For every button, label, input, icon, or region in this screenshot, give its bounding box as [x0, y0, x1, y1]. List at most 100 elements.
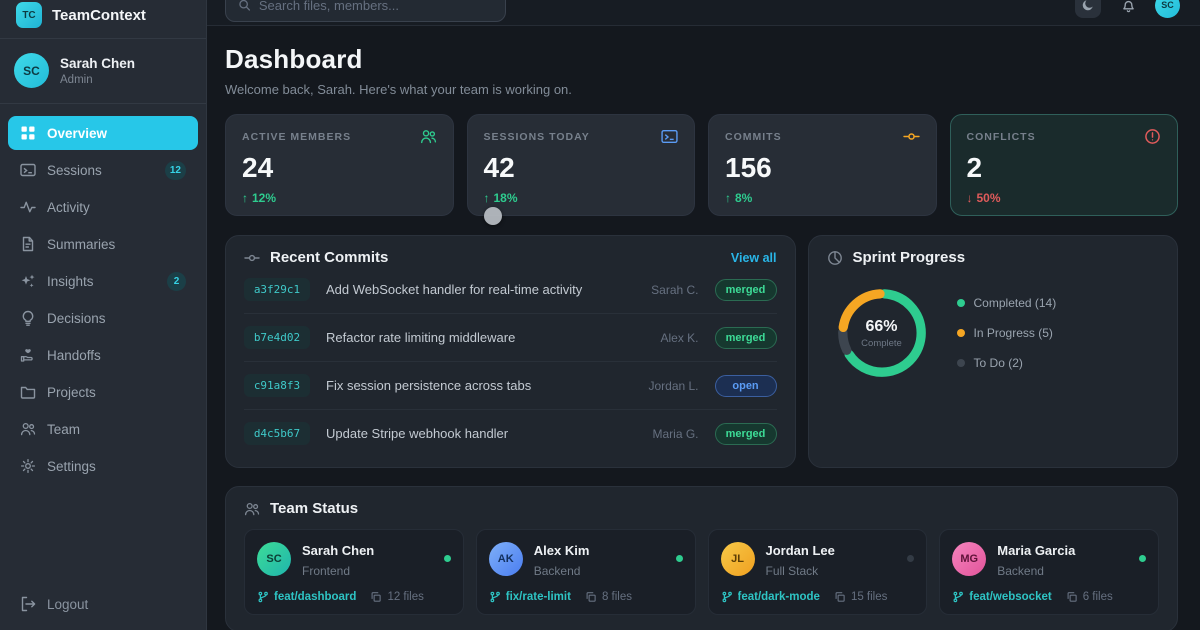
users-icon: [420, 130, 436, 144]
avatar: MG: [952, 542, 987, 576]
view-all-link[interactable]: View all: [730, 250, 777, 265]
commit-message: Refactor rate limiting middleware: [326, 330, 516, 345]
files-count: 6 files: [1082, 591, 1113, 603]
files-icon: [586, 592, 596, 602]
stat-delta: ↓ 50%: [967, 191, 1162, 205]
avatar-initials: AK: [497, 553, 514, 565]
avatar-initials: SC: [1161, 0, 1174, 10]
terminal-icon: [661, 129, 678, 144]
sidebar-item-label: Team: [47, 421, 81, 437]
topbar-avatar[interactable]: SC: [1155, 0, 1180, 18]
git-commit-icon: [244, 254, 260, 261]
member-role: Backend: [997, 564, 1044, 578]
sidebar-item-label: Summaries: [47, 236, 116, 252]
logout-button[interactable]: Logout: [0, 580, 206, 630]
stat-delta-value: 12%: [252, 191, 277, 205]
sprint-donut-svg: [837, 289, 926, 377]
avatar-initials: MG: [960, 553, 979, 565]
users-icon: [20, 422, 36, 436]
member-card-jordan-lee[interactable]: JL Jordan Lee Full Stack feat/dark-mode: [707, 529, 928, 615]
panel-title: Team Status: [270, 500, 359, 517]
notifications-button[interactable]: [1115, 0, 1141, 18]
stat-card-sessions-today: SESSIONS TODAY 42 ↑ 18%: [466, 114, 695, 216]
users-icon: [244, 502, 260, 515]
sidebar-item-team[interactable]: Team: [8, 412, 198, 446]
commit-message: Update Stripe webhook handler: [326, 426, 509, 441]
member-card-sarah-chen[interactable]: SC Sarah Chen Frontend feat/dashboard: [244, 529, 464, 615]
commit-row[interactable]: c91a8f3 Fix session persistence across t…: [244, 362, 777, 410]
commit-author: Sarah C.: [651, 282, 699, 297]
legend-label: In Progress (5): [973, 326, 1053, 340]
sidebar-item-insights[interactable]: Insights 2: [8, 264, 198, 298]
sidebar-item-label: Activity: [47, 199, 90, 215]
stat-card-commits: COMMITS 156 ↑ 8%: [708, 114, 937, 216]
commit-row[interactable]: b7e4d02 Refactor rate limiting middlewar…: [244, 314, 777, 362]
page-title: Dashboard: [225, 44, 363, 74]
member-name: Alex Kim: [533, 543, 590, 558]
commit-hash: a3f29c1: [244, 278, 310, 301]
search-icon: [239, 0, 251, 11]
stat-label: ACTIVE MEMBERS: [242, 130, 352, 143]
folder-icon: [20, 386, 36, 399]
sidebar-item-label: Settings: [47, 458, 96, 474]
stat-delta-value: 8%: [735, 191, 753, 205]
files-icon: [835, 592, 845, 602]
pie-chart-icon: [827, 250, 842, 265]
legend-item-in-progress: In Progress (5): [956, 326, 1057, 340]
sidebar-item-handoffs[interactable]: Handoffs: [8, 338, 198, 372]
commit-message: Add WebSocket handler for real-time acti…: [326, 282, 583, 297]
sidebar-item-activity[interactable]: Activity: [8, 190, 198, 224]
member-card-alex-kim[interactable]: AK Alex Kim Backend fix/rate-limit: [475, 529, 696, 615]
avatar: SC: [257, 542, 291, 576]
commit-row[interactable]: d4c5b67 Update Stripe webhook handler Ma…: [244, 410, 777, 457]
search-input[interactable]: [258, 0, 493, 13]
member-name: Sarah Chen: [302, 543, 375, 558]
online-status-dot: [675, 555, 683, 562]
commit-row[interactable]: a3f29c1 Add WebSocket handler for real-t…: [244, 266, 777, 314]
legend-label: To Do (2): [973, 356, 1023, 370]
stat-delta: ↑ 8%: [725, 191, 920, 205]
sidebar-item-projects[interactable]: Projects: [8, 375, 198, 409]
sprint-legend: Completed (14) In Progress (5) To Do (2): [956, 296, 1057, 370]
files-info: 8 files: [585, 591, 632, 603]
sidebar-item-overview[interactable]: Overview: [8, 116, 198, 150]
files-icon: [1067, 592, 1077, 602]
main-area: SC Dashboard Welcome back, Sarah. Here's…: [207, 0, 1200, 630]
sidebar-item-sessions[interactable]: Sessions 12: [8, 153, 198, 187]
stat-value: 156: [725, 152, 772, 183]
sprint-percent-label: Complete: [861, 337, 902, 349]
avatar-initials: JL: [731, 553, 744, 565]
brand-logo: TC: [16, 2, 42, 28]
commit-hash: b7e4d02: [244, 326, 310, 349]
avatar: JL: [720, 542, 755, 576]
stat-label: CONFLICTS: [966, 130, 1036, 143]
document-icon: [22, 236, 34, 252]
git-commit-icon: [902, 133, 920, 140]
trend-up-arrow: ↑: [483, 191, 490, 205]
commit-hash: d4c5b67: [244, 422, 310, 445]
branch-name: feat/dashboard: [274, 591, 357, 603]
user-role: Admin: [60, 73, 93, 86]
alert-circle-icon: [1145, 129, 1160, 144]
brand: TC TeamContext: [0, 0, 206, 39]
commit-author: Jordan L.: [648, 378, 699, 393]
legend-dot: [956, 299, 965, 307]
recent-commits-panel: Recent Commits View all a3f29c1 Add WebS…: [225, 235, 796, 468]
terminal-icon: [20, 163, 36, 177]
sidebar-item-decisions[interactable]: Decisions: [8, 301, 198, 335]
sidebar-item-summaries[interactable]: Summaries: [8, 227, 198, 261]
search-box[interactable]: [225, 0, 506, 22]
files-count: 8 files: [601, 591, 632, 603]
sidebar-item-settings[interactable]: Settings: [8, 449, 198, 483]
dashboard-content: Dashboard Welcome back, Sarah. Here's wh…: [207, 26, 1200, 630]
member-role: Backend: [533, 564, 581, 578]
status-badge: merged: [714, 422, 777, 445]
branch-info: feat/dashboard: [257, 591, 356, 603]
stat-value: 42: [483, 152, 515, 183]
moon-icon: [1082, 0, 1093, 11]
files-count: 15 files: [850, 591, 888, 603]
member-card-maria-garcia[interactable]: MG Maria Garcia Backend feat/websocket: [939, 529, 1159, 615]
avatar: AK: [488, 542, 523, 576]
brand-name: TeamContext: [52, 6, 146, 24]
theme-toggle-button[interactable]: [1075, 0, 1101, 18]
